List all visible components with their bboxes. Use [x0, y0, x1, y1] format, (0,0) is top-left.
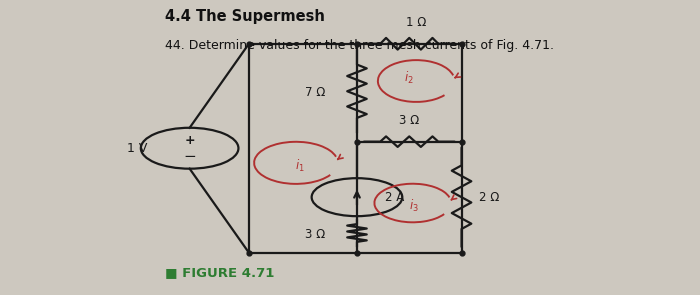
Text: 1 V: 1 V — [127, 142, 148, 155]
Text: 2 A: 2 A — [385, 191, 404, 204]
Text: +: + — [184, 135, 195, 148]
Text: 7 Ω: 7 Ω — [305, 86, 326, 99]
Text: 1 Ω: 1 Ω — [406, 16, 426, 29]
Text: 3 Ω: 3 Ω — [399, 114, 419, 127]
Text: ■ FIGURE 4.71: ■ FIGURE 4.71 — [165, 266, 274, 279]
Text: $i_3$: $i_3$ — [410, 198, 419, 214]
Text: $i_2$: $i_2$ — [405, 70, 414, 86]
Text: $i_1$: $i_1$ — [295, 158, 304, 174]
Text: 2 Ω: 2 Ω — [479, 191, 499, 204]
Text: 44. Determine values for the three mesh currents of Fig. 4.71.: 44. Determine values for the three mesh … — [165, 39, 554, 53]
Text: 4.4 The Supermesh: 4.4 The Supermesh — [165, 9, 325, 24]
Text: −: − — [183, 150, 196, 165]
Text: 3 Ω: 3 Ω — [305, 228, 326, 241]
